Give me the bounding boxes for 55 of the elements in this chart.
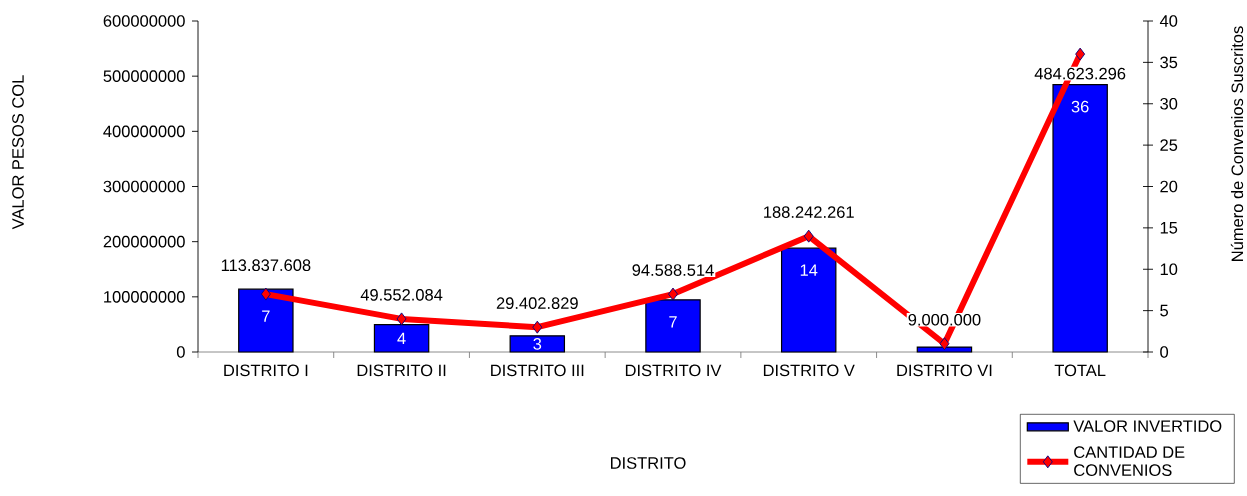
data-label: 14: [800, 264, 818, 276]
bar: [509, 335, 566, 353]
point: [1075, 47, 1086, 61]
bar: [238, 288, 294, 353]
x-tick-label: DISTRITO III: [491, 364, 584, 377]
y2-tick-label: 15: [1160, 222, 1178, 234]
y2-tick-label: 5: [1160, 304, 1169, 317]
data-label: 94.588.514: [632, 264, 714, 276]
data-label: 3: [533, 338, 542, 350]
y2-tick-label: 0: [1160, 346, 1169, 358]
data-label: 484.623.296: [1034, 67, 1126, 80]
data-label: 9.000.000: [908, 313, 981, 326]
y2-axis-title: Número de Convenios Suscritos: [1230, 26, 1244, 261]
y-tick-label: 600000000: [103, 15, 185, 27]
x-tick-label: DISTRITO II: [357, 364, 446, 377]
x-tick-label: DISTRITO I: [224, 364, 308, 377]
point: [532, 320, 543, 334]
legend-label: CANTIDAD DE CONVENIOS: [1074, 446, 1185, 476]
point: [260, 287, 271, 301]
bar: [645, 299, 701, 353]
y2-tick-label: 20: [1160, 180, 1178, 193]
data-label: 49.552.084: [360, 289, 443, 301]
y2-tick-label: 25: [1160, 139, 1178, 151]
x-tick-label: DISTRITO IV: [625, 364, 722, 377]
bar: [373, 324, 430, 353]
x-axis-title: DISTRITO: [611, 457, 686, 469]
point: [396, 312, 407, 326]
y-tick-label: 400000000: [103, 125, 185, 138]
y2-tick-label: 35: [1160, 56, 1178, 69]
y-tick-label: 200000000: [103, 235, 185, 248]
point: [803, 229, 814, 243]
data-label: 113.837.608: [221, 259, 311, 272]
data-label: 4: [397, 332, 406, 345]
point: [939, 337, 950, 351]
y-tick-label: 500000000: [103, 70, 185, 82]
y-tick-label: 100000000: [104, 290, 185, 303]
data-label: 29.402.829: [496, 297, 578, 310]
data-label: 36: [1071, 100, 1089, 113]
y2-tick-label: 40: [1159, 15, 1178, 27]
y2-tick-label: 10: [1160, 263, 1178, 276]
bar: [780, 247, 837, 353]
x-tick-label: DISTRITO VI: [897, 364, 992, 377]
data-label: 7: [669, 316, 677, 328]
y2-tick-label: 30: [1160, 97, 1178, 110]
x-tick-label: TOTAL: [1054, 364, 1106, 377]
y-axis-title: VALOR PESOS COL: [12, 75, 24, 230]
y-tick-label: 0: [176, 346, 185, 358]
data-label: 188.242.261: [764, 206, 854, 218]
data-label: 7: [262, 310, 270, 322]
x-tick-label: DISTRITO V: [763, 364, 855, 377]
y-tick-label: 300000000: [103, 180, 185, 193]
legend-label: VALOR INVERTIDO: [1073, 420, 1222, 432]
bar: [916, 346, 973, 353]
point: [668, 287, 678, 301]
bar: [1052, 84, 1108, 353]
